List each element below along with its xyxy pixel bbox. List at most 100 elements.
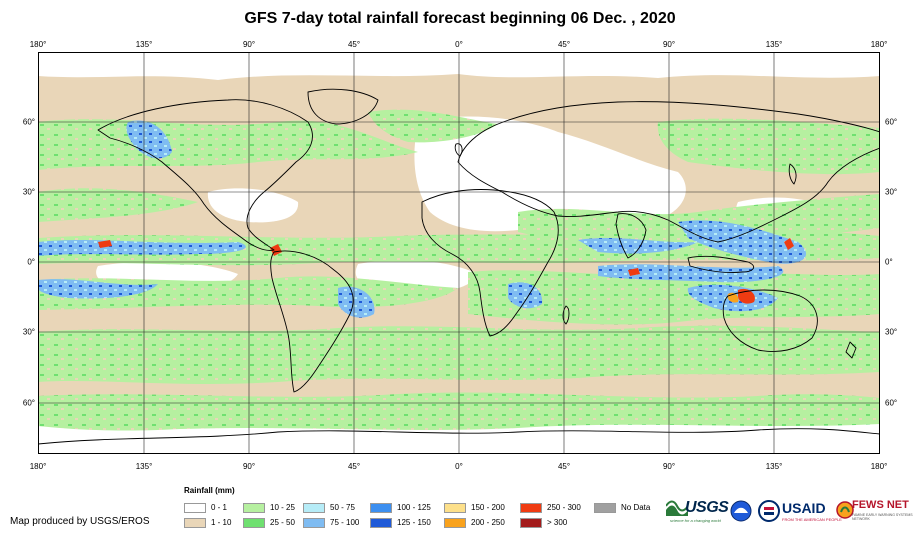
legend-item: 200 - 250: [444, 517, 505, 528]
lon-label-top: 0°: [455, 40, 463, 49]
rain-band: [657, 118, 880, 175]
lon-label-bottom: 180°: [29, 462, 47, 471]
legend-label: No Data: [621, 503, 651, 512]
heavy-rain-band: [38, 240, 246, 256]
lon-label-bottom: 0°: [455, 462, 463, 471]
lat-label-left: 30°: [22, 327, 35, 337]
legend-label: 0 - 1: [211, 503, 228, 512]
lat-label-left: 30°: [22, 187, 35, 197]
lat-label-right: 30°: [885, 327, 898, 337]
legend-swatch: [444, 502, 466, 513]
producer-credit: Map produced by USGS/EROS: [10, 516, 150, 527]
usaid-seal-icon: [758, 500, 780, 522]
eurasia-outline: [457, 101, 880, 243]
legend-label: 1 - 10: [211, 518, 232, 527]
legend-item: 1 - 10: [184, 517, 231, 528]
legend-swatch: [370, 502, 392, 513]
south-america-outline: [270, 250, 354, 393]
legend-item: 75 - 100: [303, 517, 359, 528]
legend-swatch: [303, 502, 325, 513]
heavy-rain-band: [126, 120, 172, 159]
lon-label-bottom: 45°: [557, 462, 571, 471]
legend-title: Rainfall (mm): [184, 486, 235, 495]
legend-swatch: [594, 502, 616, 513]
legend-swatch: [243, 517, 265, 528]
legend-item: 0 - 1: [184, 502, 227, 513]
legend-label: 200 - 250: [471, 518, 505, 527]
rainfall-map: [38, 52, 880, 454]
legend-item: 10 - 25: [243, 502, 295, 513]
legend-swatch: [184, 502, 206, 513]
lon-label-bottom: 90°: [242, 462, 256, 471]
legend-swatch: [243, 502, 265, 513]
extreme-rain-spot: [628, 268, 640, 276]
australia-outline: [722, 289, 818, 352]
legend-label: 100 - 125: [397, 503, 431, 512]
legend-item: 50 - 75: [303, 502, 355, 513]
legend-swatch: [520, 502, 542, 513]
usaid-tagline: FROM THE AMERICAN PEOPLE: [782, 517, 842, 522]
lon-label-top: 45°: [557, 40, 571, 49]
indonesia-outline: [687, 255, 755, 273]
rain-band: [38, 188, 198, 222]
legend-label: 25 - 50: [270, 518, 295, 527]
dry-zone: [207, 188, 299, 223]
heavy-rain-band: [508, 282, 543, 309]
dry-zone: [414, 116, 686, 232]
heavy-rain-band: [38, 279, 158, 299]
lon-label-bottom: 90°: [662, 462, 676, 471]
usaid-logo: USAID: [782, 500, 826, 516]
heavy-rain-band: [598, 264, 784, 283]
india-outline: [615, 213, 647, 259]
lat-label-right: 60°: [885, 398, 898, 408]
legend-item: No Data: [594, 502, 650, 513]
legend-item: 150 - 200: [444, 502, 505, 513]
legend-swatch: [520, 517, 542, 528]
antarctica-outline: [38, 428, 880, 445]
fews-net-logo: FEWS NET: [852, 499, 909, 511]
fews-net-tagline: FAMINE EARLY WARNING SYSTEMS NETWORK: [852, 513, 913, 521]
graticule: [38, 52, 880, 454]
heavy-rain-band: [338, 286, 375, 318]
legend-label: 250 - 300: [547, 503, 581, 512]
lat-label-right: 60°: [885, 117, 898, 127]
lat-label-right: 30°: [885, 187, 898, 197]
lon-label-bottom: 180°: [870, 462, 888, 471]
legend-item: 25 - 50: [243, 517, 295, 528]
legend-label: 150 - 200: [471, 503, 505, 512]
lat-label-right: 0°: [885, 257, 893, 267]
lat-label-left: 60°: [22, 117, 35, 127]
usgs-logo: USGS: [685, 499, 729, 516]
rain-band: [468, 270, 880, 325]
noaa-icon: [730, 500, 752, 522]
lon-label-top: 180°: [870, 40, 888, 49]
lon-label-top: 45°: [347, 40, 361, 49]
lon-label-top: 135°: [135, 40, 153, 49]
lon-label-top: 135°: [765, 40, 783, 49]
legend-swatch: [184, 517, 206, 528]
legend-label: 125 - 150: [397, 518, 431, 527]
lon-label-top: 180°: [29, 40, 47, 49]
usgs-tagline: science for a changing world: [670, 518, 721, 523]
madagascar-outline: [562, 305, 570, 325]
new-zealand-outline: [845, 341, 857, 359]
lon-label-bottom: 45°: [347, 462, 361, 471]
lat-label-left: 0°: [27, 257, 35, 267]
legend-label: 10 - 25: [270, 503, 295, 512]
lat-label-left: 60°: [22, 398, 35, 408]
heavy-rain-band: [578, 238, 698, 254]
usgs-wave-icon: [666, 500, 688, 516]
japan-outline: [788, 163, 797, 185]
extreme-rain-spot: [784, 238, 794, 250]
legend-item: 250 - 300: [520, 502, 581, 513]
legend-label: > 300: [547, 518, 568, 527]
extreme-rain-spot: [98, 240, 112, 248]
lon-label-bottom: 135°: [135, 462, 153, 471]
lon-label-top: 90°: [662, 40, 676, 49]
legend-swatch: [370, 517, 392, 528]
extreme-rain-spot: [738, 288, 755, 304]
legend-item: 100 - 125: [370, 502, 431, 513]
lon-label-bottom: 135°: [765, 462, 783, 471]
fews-net-icon: [836, 501, 854, 519]
lon-label-top: 90°: [242, 40, 256, 49]
